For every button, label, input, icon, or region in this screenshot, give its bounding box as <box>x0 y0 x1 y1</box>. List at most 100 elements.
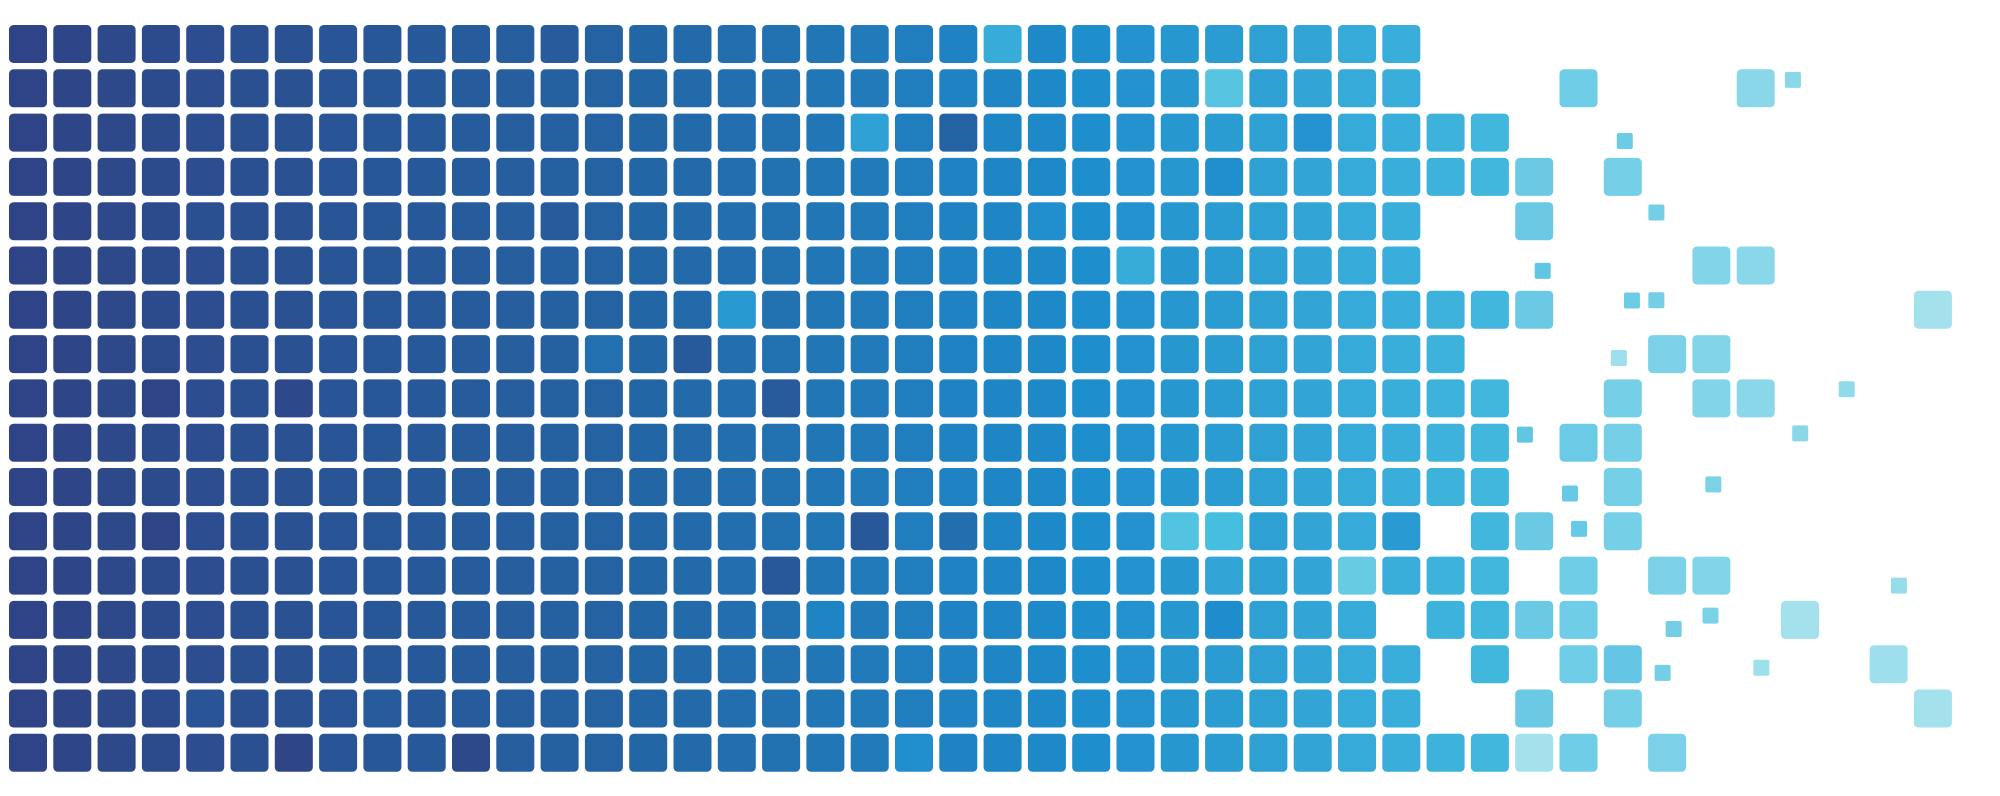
tile <box>717 689 756 728</box>
tile <box>673 556 712 595</box>
tile <box>806 423 845 462</box>
tile <box>762 157 801 196</box>
tile <box>850 645 889 684</box>
tile <box>496 157 535 196</box>
tile <box>1293 157 1332 196</box>
tile <box>53 379 92 418</box>
tile <box>1249 468 1288 506</box>
tile <box>1116 246 1155 285</box>
tile <box>230 69 269 108</box>
tile <box>983 246 1022 285</box>
tile <box>452 512 490 551</box>
tile <box>806 645 845 684</box>
tile <box>141 600 180 639</box>
tile <box>1249 556 1288 595</box>
tile <box>1603 512 1642 551</box>
tile <box>1116 379 1155 418</box>
tile <box>1559 600 1598 639</box>
tile <box>452 468 490 506</box>
tile <box>1736 246 1775 285</box>
tile <box>673 689 712 728</box>
tile <box>806 379 845 418</box>
tile <box>97 689 136 728</box>
tile <box>540 733 579 772</box>
tile <box>230 556 269 595</box>
tile <box>584 600 623 639</box>
tile <box>673 25 712 63</box>
tile <box>274 157 313 196</box>
tile <box>1470 379 1509 418</box>
tile <box>53 468 92 506</box>
tile <box>673 600 712 639</box>
tile <box>806 733 845 772</box>
tile <box>97 335 136 374</box>
tile <box>895 468 933 506</box>
tile <box>496 556 535 595</box>
tile <box>1515 512 1554 551</box>
tile <box>452 600 490 639</box>
tile <box>452 689 490 728</box>
tile <box>452 423 490 462</box>
tile <box>53 246 92 285</box>
tile <box>850 290 889 329</box>
tile <box>540 689 579 728</box>
tile <box>230 423 269 462</box>
tile <box>1205 733 1244 772</box>
tile <box>762 25 801 63</box>
tile <box>1293 25 1332 63</box>
tile <box>850 379 889 418</box>
tile <box>186 556 225 595</box>
tile <box>1470 157 1509 196</box>
tile <box>939 379 978 418</box>
tile <box>363 600 402 639</box>
tile <box>97 733 136 772</box>
tile <box>1249 600 1288 639</box>
tile <box>141 689 180 728</box>
tile <box>939 69 978 108</box>
tile <box>1116 335 1155 374</box>
tile <box>407 290 446 329</box>
tile <box>274 468 313 506</box>
tile <box>629 468 668 506</box>
tile <box>629 157 668 196</box>
tile <box>850 157 889 196</box>
tile <box>717 335 756 374</box>
tile <box>363 645 402 684</box>
tile <box>1338 379 1376 418</box>
tile <box>1781 600 1819 639</box>
tile <box>407 733 446 772</box>
tile <box>1116 512 1155 551</box>
tile <box>1249 246 1288 285</box>
tile <box>629 69 668 108</box>
tile <box>762 113 801 152</box>
tile <box>319 423 358 462</box>
tile <box>1293 689 1332 728</box>
tile <box>629 512 668 551</box>
tile <box>1205 335 1244 374</box>
tile <box>1160 290 1199 329</box>
tile <box>1648 733 1687 772</box>
tile <box>540 290 579 329</box>
tile <box>895 113 933 152</box>
tile <box>1382 423 1421 462</box>
tile <box>319 689 358 728</box>
tile <box>850 733 889 772</box>
tile <box>1338 246 1376 285</box>
tile <box>1338 645 1376 684</box>
tile <box>850 556 889 595</box>
tile <box>186 113 225 152</box>
tile <box>496 689 535 728</box>
tile <box>9 290 47 329</box>
tile <box>939 290 978 329</box>
tile <box>141 423 180 462</box>
tile <box>319 600 358 639</box>
tile <box>983 25 1022 63</box>
tile <box>141 246 180 285</box>
tile <box>53 290 92 329</box>
tile <box>452 246 490 285</box>
tile <box>1603 157 1642 196</box>
tile <box>1249 512 1288 551</box>
tile <box>496 645 535 684</box>
tile <box>97 202 136 241</box>
